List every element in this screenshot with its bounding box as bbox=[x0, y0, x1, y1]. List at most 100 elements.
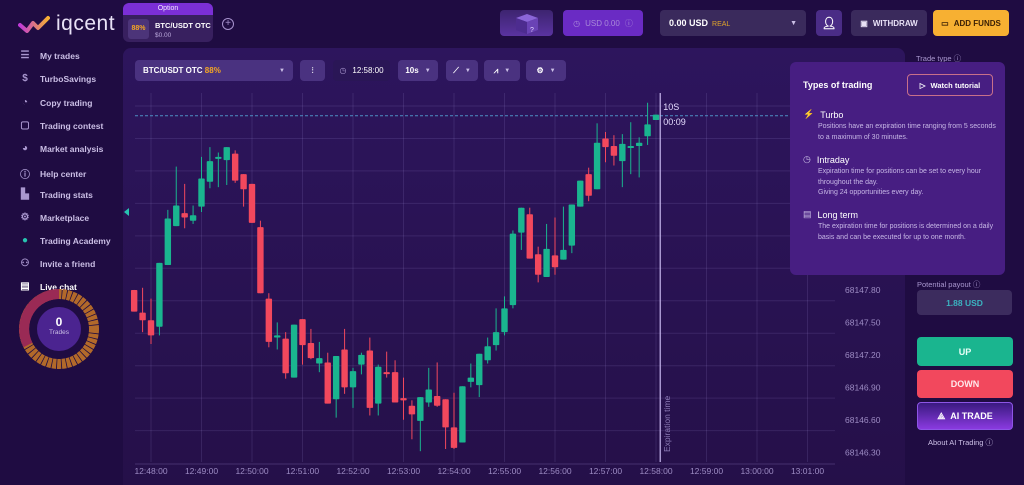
candle-body bbox=[189, 215, 197, 221]
sidebar-item-trading-contest[interactable]: ▢ Trading contest bbox=[18, 120, 103, 131]
chevron-down-icon: ▼ bbox=[424, 67, 431, 74]
chat-icon: ▤ bbox=[20, 281, 30, 292]
candle-body bbox=[274, 335, 281, 338]
profile-button[interactable]: 👤︎ bbox=[816, 10, 842, 36]
candle-body bbox=[459, 386, 466, 443]
about-ai-trading-link[interactable]: About AI Trading ⓘ bbox=[928, 438, 994, 447]
bonus-balance-button[interactable]: ◷ USD 0.00 ⓘ bbox=[563, 10, 643, 36]
info-icon: ⓘ bbox=[624, 18, 633, 28]
sidebar-item-live-chat[interactable]: ▤ Live chat bbox=[18, 281, 77, 292]
watch-tutorial-label: Watch tutorial bbox=[930, 80, 981, 90]
timeframe-select[interactable]: 10s ▼ bbox=[398, 60, 438, 81]
indicators-button[interactable]: ⫶ bbox=[300, 60, 325, 81]
candle-body bbox=[223, 147, 230, 161]
candle-body bbox=[290, 324, 298, 378]
mystery-box-button[interactable]: ? bbox=[500, 10, 553, 36]
candle-body bbox=[391, 372, 399, 403]
candle-body bbox=[425, 389, 432, 403]
candle-body bbox=[417, 397, 424, 421]
intraday-section: ◷ Intraday Expiration time for positions … bbox=[803, 154, 998, 199]
copy-icon: ◔ bbox=[21, 97, 29, 108]
x-tick-label: 12:53:00 bbox=[387, 466, 420, 476]
chevron-down-icon: ▼ bbox=[279, 67, 285, 74]
asset-select-payout: 88% bbox=[204, 66, 221, 75]
x-tick-label: 12:57:00 bbox=[589, 466, 622, 476]
drawing-tools-select[interactable]: ⩘ ▼ bbox=[484, 60, 520, 81]
x-tick-label: 12:50:00 bbox=[235, 466, 268, 476]
bonus-balance: USD 0.00 bbox=[585, 18, 620, 28]
sidebar-item-marketplace[interactable]: ⚙ Marketplace bbox=[18, 212, 90, 223]
ai-trade-button[interactable]: ⟁ AI TRADE bbox=[917, 402, 1013, 430]
ai-trade-label: AI TRADE bbox=[950, 411, 993, 421]
sidebar-item-trading-academy[interactable]: ● Trading Academy bbox=[18, 235, 111, 246]
candle-body bbox=[307, 342, 315, 359]
chart-settings-select[interactable]: ⚙ ▼ bbox=[526, 60, 566, 81]
candle-body bbox=[560, 249, 567, 260]
candle-body bbox=[375, 366, 382, 404]
candle-body bbox=[265, 298, 273, 342]
withdraw-button[interactable]: ▣ WITHDRAW bbox=[851, 10, 927, 36]
section-text: Positions have an expiration time rangin… bbox=[818, 123, 996, 141]
candle-body bbox=[526, 214, 533, 259]
candle-body bbox=[543, 248, 550, 277]
stopwatch-icon: ◷ bbox=[339, 66, 347, 75]
chevron-down-icon: ▼ bbox=[464, 67, 471, 74]
timeframe-value: 10s bbox=[405, 66, 419, 75]
asset-tab-name: BTC/USDT OTC bbox=[155, 21, 211, 30]
sidebar-item-copy-trading[interactable]: ◔ Copy trading bbox=[18, 97, 92, 108]
long-term-section: ▤ Long term The expiration time for posit… bbox=[803, 209, 998, 243]
sidebar-item-label: Marketplace bbox=[40, 212, 90, 223]
chart-type-select[interactable]: ⟋ ▼ bbox=[446, 60, 478, 81]
sidebar-item-market-analysis[interactable]: ◕ Market analysis bbox=[18, 143, 103, 154]
asset-tab[interactable]: Option 88% BTC/USDT OTC $0.00 bbox=[123, 3, 213, 42]
candle-body bbox=[366, 350, 374, 408]
x-tick-label: 12:48:00 bbox=[134, 466, 167, 476]
potential-payout-value: 1.88 USD bbox=[917, 290, 1012, 315]
y-tick-label: 68146.90 bbox=[845, 382, 881, 392]
logo[interactable]: iqcent bbox=[18, 12, 115, 36]
candle-body bbox=[467, 377, 475, 382]
candle-body bbox=[652, 114, 660, 121]
sidebar-item-trading-stats[interactable]: ▙ Trading stats bbox=[18, 189, 93, 200]
chevron-down-icon: ▼ bbox=[549, 67, 556, 74]
line-chart-icon: ⟋ bbox=[453, 65, 459, 75]
x-tick-label: 12:55:00 bbox=[488, 466, 521, 476]
play-icon: ▷ bbox=[919, 80, 926, 90]
candle-body bbox=[518, 207, 525, 233]
mystery-box-icon: ? bbox=[516, 14, 538, 34]
watch-tutorial-button[interactable]: ▷ Watch tutorial bbox=[907, 74, 993, 96]
account-balance-select[interactable]: 0.00 USD REAL ▼ bbox=[660, 10, 806, 36]
x-tick-label: 12:58:00 bbox=[639, 466, 672, 476]
sidebar-item-my-trades[interactable]: ☰ My trades bbox=[18, 50, 80, 61]
candle-body bbox=[408, 405, 416, 415]
clock-time: 12:58:00 bbox=[352, 66, 384, 75]
add-asset-tab-button[interactable]: + bbox=[222, 18, 234, 30]
balance-value: 0.00 USD bbox=[669, 18, 709, 28]
svg-text:?: ? bbox=[530, 27, 534, 34]
chevron-down-icon: ▼ bbox=[790, 19, 797, 27]
brand-name: iqcent bbox=[56, 12, 116, 35]
candle-body bbox=[602, 138, 609, 148]
sidebar-item-help-center[interactable]: ⓘ Help center bbox=[18, 166, 86, 182]
asset-select[interactable]: BTC/USDT OTC 88% ▼ bbox=[135, 60, 293, 81]
candle-body bbox=[501, 308, 508, 333]
candle-body bbox=[585, 174, 592, 196]
collapse-sidebar-arrow-icon[interactable] bbox=[124, 208, 129, 216]
sidebar-item-turbosavings[interactable]: $ TurboSavings bbox=[18, 73, 96, 84]
logo-icon bbox=[18, 16, 50, 33]
clock-display: ◷ 12:58:00 bbox=[333, 60, 390, 81]
asset-tab-header: Option bbox=[123, 3, 213, 15]
candle-body bbox=[130, 289, 138, 312]
up-button[interactable]: UP bbox=[917, 337, 1013, 366]
friends-icon: ⚇ bbox=[20, 258, 30, 269]
candle-body bbox=[534, 254, 542, 275]
candle-body bbox=[433, 395, 441, 406]
candle-body bbox=[635, 142, 643, 147]
sidebar-item-invite-a-friend[interactable]: ⚇ Invite a friend bbox=[18, 258, 96, 269]
add-funds-button[interactable]: ▭ ADD FUNDS bbox=[933, 10, 1009, 36]
candle-body bbox=[442, 399, 449, 428]
withdraw-label: WITHDRAW bbox=[872, 18, 918, 28]
x-tick-label: 12:49:00 bbox=[185, 466, 218, 476]
down-button[interactable]: DOWN bbox=[917, 370, 1013, 398]
